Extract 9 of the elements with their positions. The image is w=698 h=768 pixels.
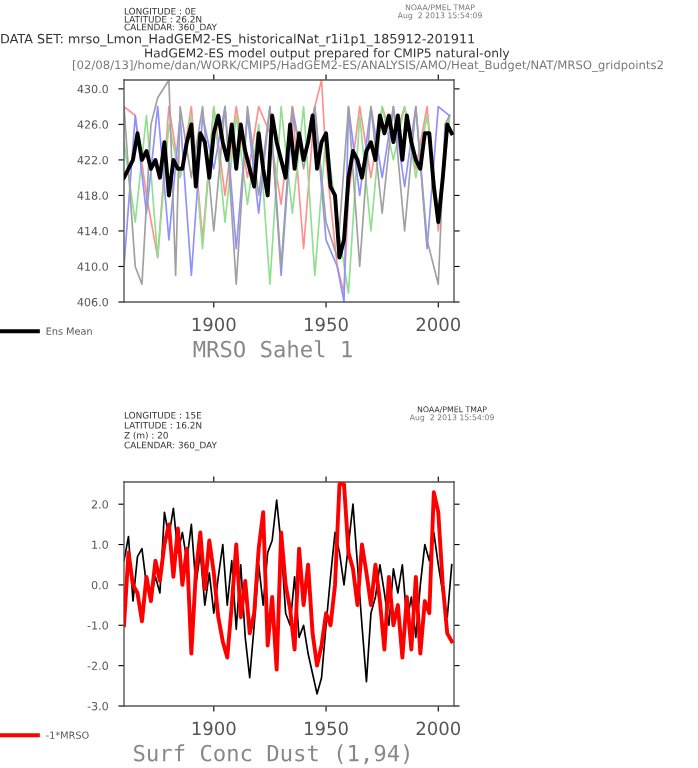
x-tick-label: 1900 bbox=[192, 721, 236, 736]
x-tick-label: 2000 bbox=[416, 721, 461, 736]
line-series bbox=[124, 113, 454, 260]
x-tick-label: 2000 bbox=[416, 317, 461, 332]
x-tick-label: 1950 bbox=[305, 721, 348, 736]
text: MRSO Sahel 1 bbox=[193, 340, 352, 358]
x-tick-label: 1950 bbox=[305, 317, 348, 332]
x-tick-label: 1900 bbox=[192, 317, 236, 332]
text: Surf Conc Dust (1,94) bbox=[134, 744, 409, 765]
